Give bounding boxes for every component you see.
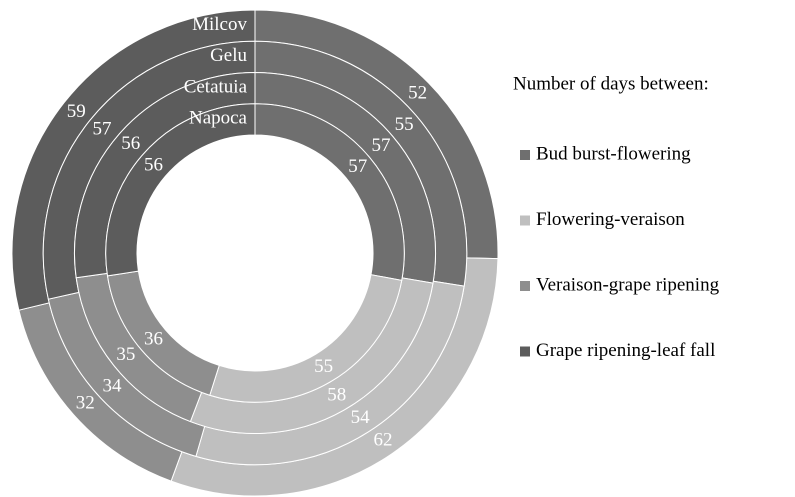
donut-segment	[105, 103, 256, 277]
data-label: 59	[67, 101, 86, 122]
data-label: 55	[314, 356, 333, 377]
data-label: 35	[116, 344, 135, 365]
data-label: 54	[351, 407, 371, 428]
data-label: 56	[121, 133, 140, 154]
ring-label: Cetatuia	[184, 76, 248, 97]
ring-label: Milcov	[192, 14, 247, 35]
data-label: 34	[103, 376, 123, 397]
legend-swatch	[520, 281, 530, 291]
legend-swatch	[520, 215, 530, 226]
data-label: 32	[76, 393, 95, 414]
ring-label: Gelu	[210, 45, 247, 66]
data-label: 62	[373, 429, 392, 450]
data-label: 57	[348, 156, 367, 177]
data-label: 36	[144, 328, 163, 349]
data-label: 57	[371, 135, 390, 156]
legend-swatch	[520, 346, 530, 357]
data-label: 52	[408, 82, 427, 103]
legend-title: Number of days between:	[513, 73, 709, 94]
legend-label: Grape ripening-leaf fall	[536, 340, 715, 361]
data-label: 58	[327, 385, 346, 406]
ring-label: Napoca	[189, 108, 248, 129]
data-label: 57	[92, 119, 111, 140]
data-label: 56	[144, 154, 163, 175]
legend-swatch	[520, 150, 530, 160]
legend-label: Flowering-veraison	[536, 209, 685, 230]
legend-label: Bud burst-flowering	[536, 143, 691, 164]
legend-label: Veraison-grape ripening	[536, 274, 720, 295]
data-label: 55	[395, 114, 414, 135]
